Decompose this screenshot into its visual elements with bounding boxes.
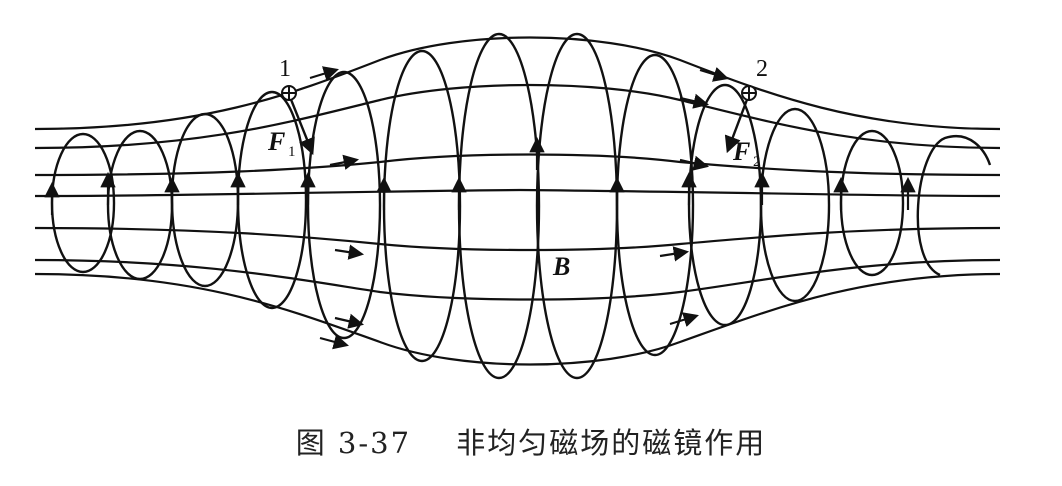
figure-caption: 图 3-37 非均匀磁场的磁镜作用: [0, 420, 1062, 462]
force-2-subscript: 2: [753, 154, 761, 170]
helix-loop: [50, 132, 116, 274]
helix-loop: [106, 129, 174, 281]
arrow-mark: [329, 154, 360, 170]
field-line: [34, 36, 1001, 131]
helix-loop: [615, 53, 695, 357]
field-line: [34, 226, 1001, 252]
force-2-label: F: [732, 137, 750, 166]
helix-loop: [170, 112, 240, 288]
arrow-mark: [669, 312, 699, 327]
force-1-label: F: [267, 127, 285, 156]
arrow-mark: [319, 334, 349, 350]
helix-loop: [306, 70, 382, 340]
field-label: B: [552, 252, 570, 281]
figure-number: 图 3-37: [295, 426, 412, 460]
magnetic-mirror-diagram: 1 2 F 1 F 2 B: [34, 32, 1001, 380]
helix-loop-end: [916, 135, 992, 277]
direction-arrows: [44, 66, 916, 350]
arrow-mark: [679, 93, 710, 109]
particle-1-icon: [281, 85, 297, 101]
arrow-mark: [309, 66, 339, 81]
field-line: [34, 153, 1001, 177]
point-1-label: 1: [279, 56, 291, 82]
force-1-subscript: 1: [288, 144, 296, 160]
force-arrow-2: [724, 96, 750, 154]
helix-loop: [382, 49, 462, 363]
force-arrow-1: [288, 96, 315, 156]
helix-loop: [839, 129, 905, 277]
figure-caption-text: 非均匀磁场的磁镜作用: [456, 426, 767, 460]
field-line: [34, 258, 1001, 301]
arrow-mark: [699, 67, 729, 82]
particle-2-icon: [741, 85, 757, 101]
arrow-mark: [334, 313, 365, 329]
helix-loop: [687, 83, 763, 327]
field-line: [34, 83, 1001, 150]
field-line: [34, 188, 1001, 198]
arrow-mark: [334, 244, 365, 260]
field-line: [34, 272, 1001, 366]
arrow-mark: [679, 155, 710, 171]
point-2-label: 2: [756, 56, 768, 82]
helix-loop: [759, 107, 831, 303]
arrow-mark: [659, 246, 690, 262]
field-lines: [34, 36, 1001, 366]
